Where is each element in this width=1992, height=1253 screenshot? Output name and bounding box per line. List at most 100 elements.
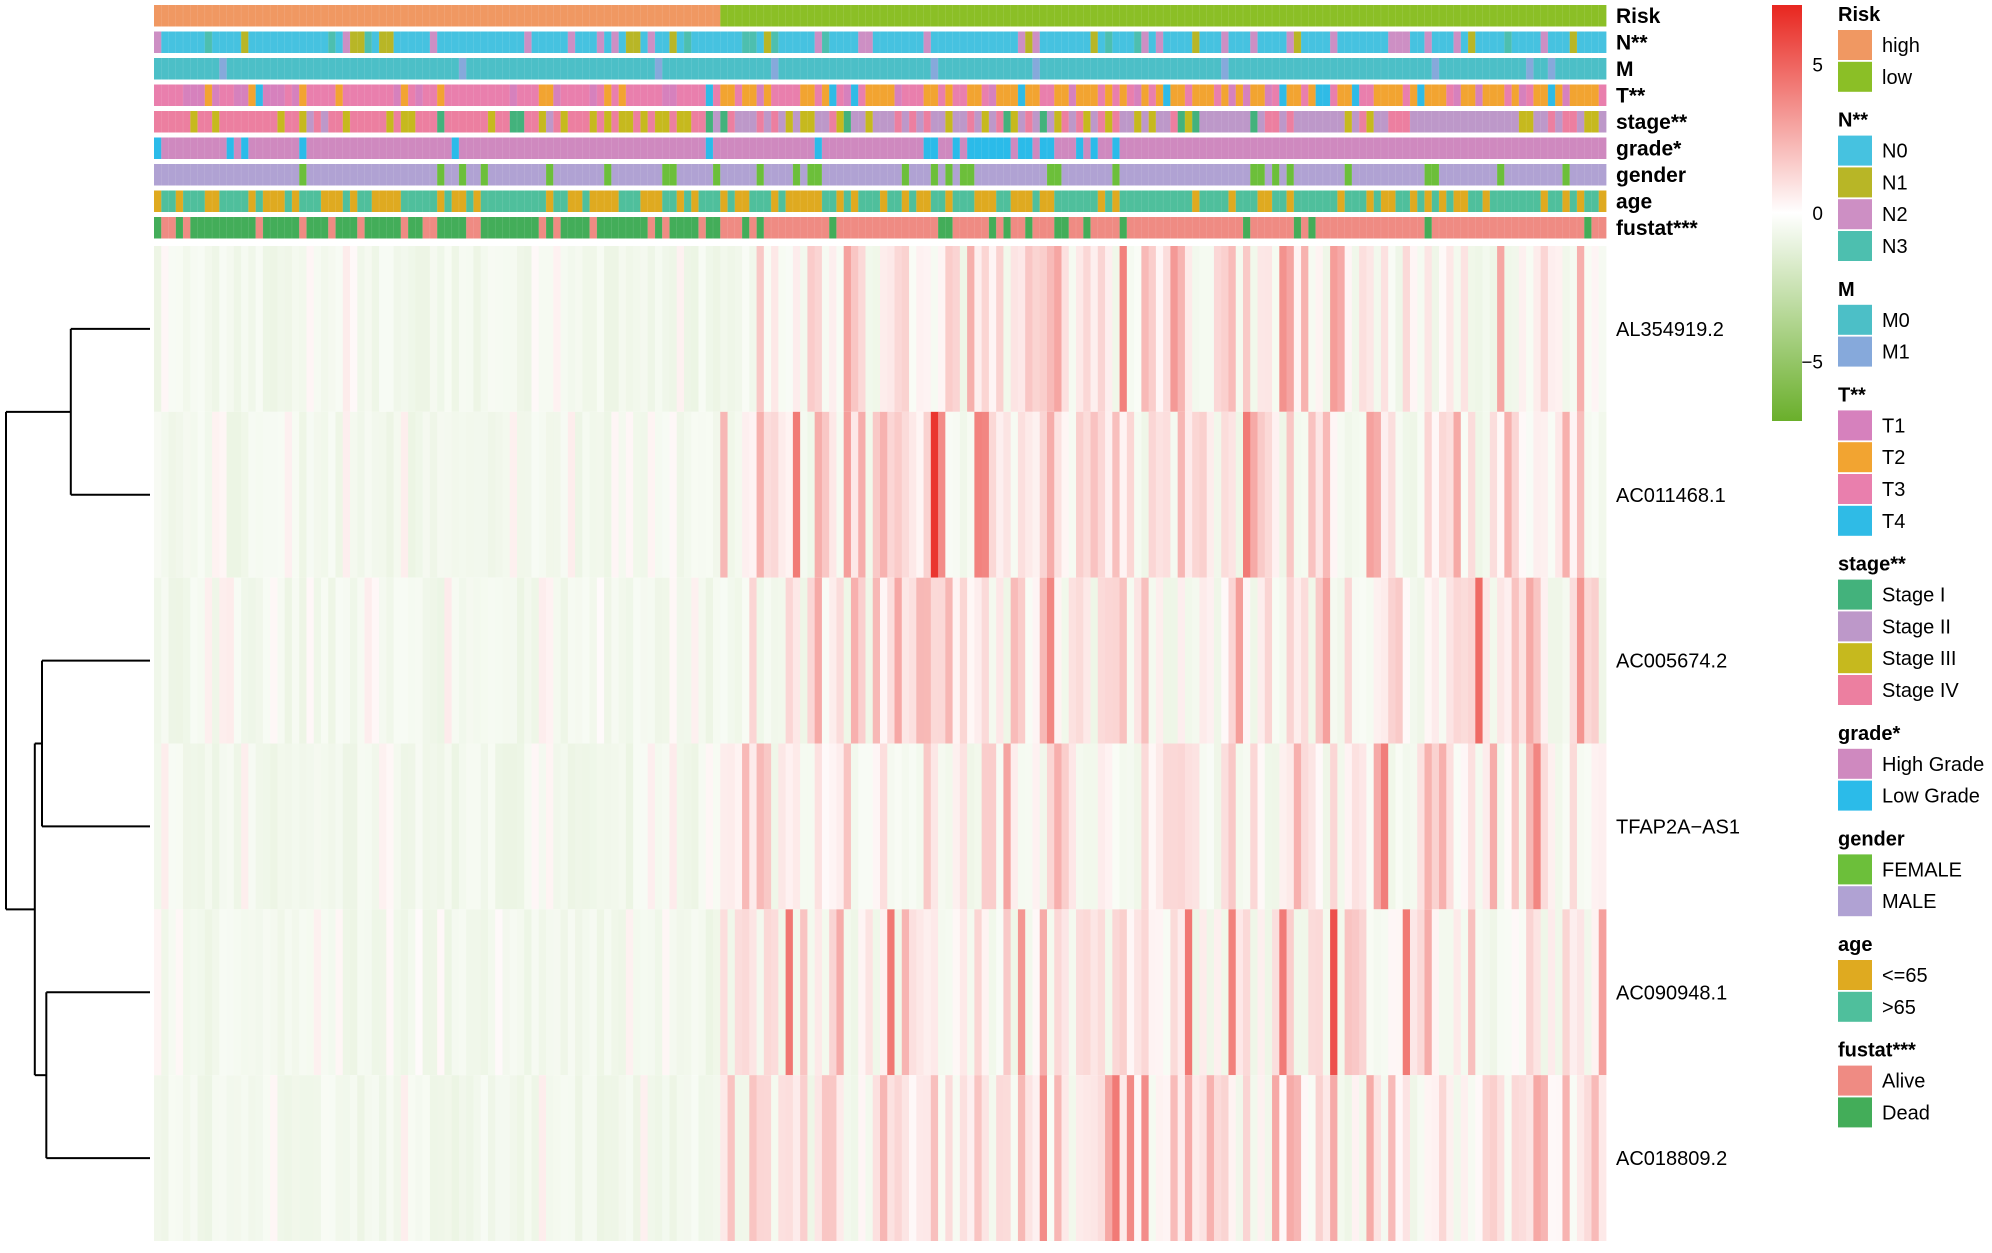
heatmap-cell [364,411,373,578]
track-cell-t [1163,84,1171,106]
heatmap-cell [763,577,772,744]
track-cell-t [821,84,830,106]
track-cell-t [1105,84,1113,106]
heatmap-cell [1533,743,1542,910]
heatmap-cell [1460,411,1469,578]
track-cell-m [1032,58,1041,80]
heatmap-cell [1337,411,1346,578]
legend-label-stage-iii: Stage III [1882,648,1957,670]
heatmap-cell [357,246,365,412]
track-cell-age [444,190,453,212]
heatmap-cell [546,577,554,744]
heatmap-cell [923,909,932,1076]
heatmap-cell [161,411,169,578]
heatmap-cell [880,1075,888,1241]
heatmap-cell [1192,909,1200,1076]
track-cell-n [335,31,344,53]
track-cell-stage [604,111,612,133]
heatmap-cell [727,743,736,910]
track-cell-grade [1097,137,1113,159]
track-cell-gender [756,164,765,186]
heatmap-cell [930,411,939,578]
heatmap-cell [1206,246,1215,412]
heatmap-cell [1489,909,1498,1076]
heatmap-cell [328,1075,336,1241]
heatmap-cell [1105,411,1113,578]
heatmap-cell [945,743,953,910]
heatmap-cell [1264,411,1273,578]
color-scale-tick-label: 0 [1812,204,1823,225]
heatmap-cell [335,411,344,578]
heatmap-cell [1388,909,1396,1076]
heatmap-cell [212,577,220,744]
heatmap-cell [1576,909,1585,1076]
legend-swatch-high [1838,30,1872,60]
heatmap-cell [408,577,416,744]
heatmap-cell [270,411,278,578]
track-cell-stage [1366,111,1375,133]
track-cell-gender [1344,164,1353,186]
heatmap-cell [1395,411,1404,578]
heatmap-cell [248,1075,257,1241]
heatmap-cell [1576,743,1585,910]
heatmap-cell [277,909,286,1076]
track-cell-fustat [1243,217,1251,239]
heatmap-cell [1562,577,1571,744]
track-cell-t [734,84,743,106]
track-cell-age [640,190,663,212]
track-cell-n [1547,31,1571,53]
track-cell-stage [1257,111,1266,133]
heatmap-cell [1068,743,1077,910]
heatmap-cell [204,246,213,412]
heatmap-cell [350,909,358,1076]
track-cell-stage [1184,111,1193,133]
track-cell-gender [487,164,547,186]
heatmap-cell [291,1075,300,1241]
heatmap-cell [792,246,801,412]
heatmap-cell [538,246,547,412]
track-cell-stage [676,111,692,133]
track-cell-t [705,84,714,106]
heatmap-cell [1598,246,1607,412]
heatmap-cell [175,909,184,1076]
heatmap-cell [248,577,257,744]
track-cell-fustat [364,217,402,239]
heatmap-cell [1213,909,1222,1076]
track-cell-stage [538,111,547,133]
heatmap-cell [241,743,249,910]
heatmap-cell [1141,411,1150,578]
heatmap-cell [988,743,997,910]
heatmap-cell [1134,909,1142,1076]
heatmap-cell [734,909,743,1076]
legend-label-high-grade: High Grade [1882,754,1984,776]
track-cell-fustat [1315,217,1425,239]
heatmap-cell [1199,743,1208,910]
track-cell-fustat [553,217,561,239]
heatmap-cell [495,743,503,910]
track-cell-age [785,190,823,212]
track-cell-age [553,190,569,212]
track-cell-gender [1424,164,1440,186]
track-cell-t [625,84,663,106]
heatmap-cell [415,909,424,1076]
heatmap-cell [1322,411,1331,578]
track-cell-grade [821,137,924,159]
heatmap-cell [974,743,983,910]
track-cell-t [894,84,903,106]
heatmap-cell [785,909,794,1076]
heatmap-cell [938,577,946,744]
track-stage [154,111,1607,133]
track-cell-fustat [996,217,1004,239]
track-cell-grade [1076,137,1084,159]
heatmap-cell [843,1075,852,1241]
track-label-gender: gender [1616,164,1686,187]
heatmap-cell [524,1075,532,1241]
heatmap-cell [219,577,227,744]
track-cell-t [996,84,1019,106]
track-cell-age [749,190,772,212]
track-cell-gender [1569,164,1607,186]
heatmap-cell [1286,246,1295,412]
heatmap-cell [1409,909,1418,1076]
heatmap-cell [1540,411,1549,578]
heatmap-row-tfap2a-as1 [154,743,1607,910]
